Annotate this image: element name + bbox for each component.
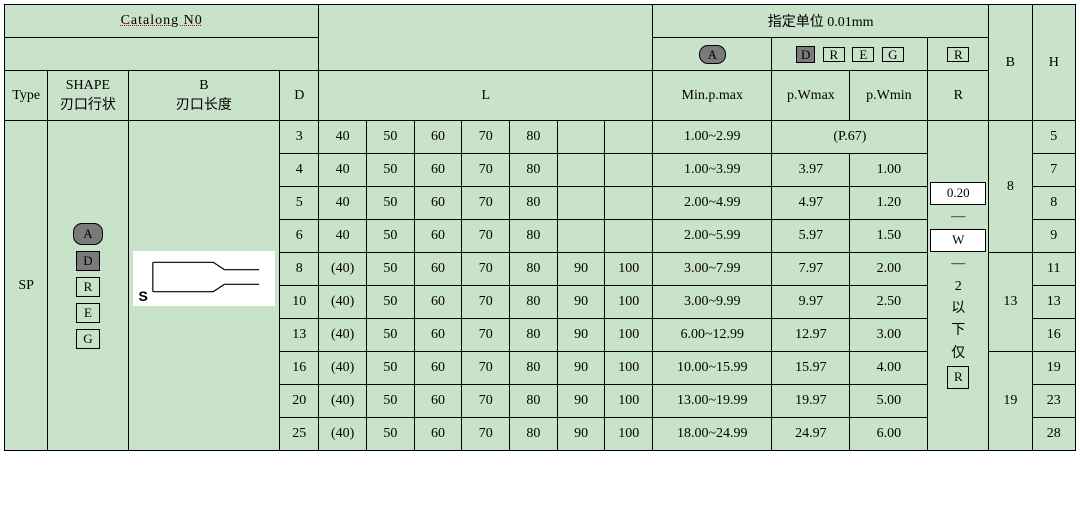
shape-tag-r-icon: R: [76, 277, 100, 297]
shape-cell: A D R E G: [48, 121, 128, 451]
cell-l: 60: [414, 121, 462, 154]
cell-h: 5: [1032, 121, 1076, 154]
cell-l: 80: [510, 121, 558, 154]
cell-l: 70: [462, 121, 510, 154]
b-val-1: 8: [989, 121, 1032, 253]
blank-l-top: [319, 5, 653, 71]
col-blen: B刃口长度: [128, 71, 280, 121]
header-tag-r: R: [928, 38, 989, 71]
unit-label: 指定单位 0.01mm: [653, 5, 989, 38]
col-b: B: [989, 5, 1032, 121]
tool-outline-icon: [151, 253, 261, 301]
cell-l: [557, 121, 605, 154]
p67-cell: (P.67): [772, 121, 928, 154]
cell-l: 50: [367, 121, 415, 154]
type-cell: SP: [5, 121, 48, 451]
header-tag-a: A: [653, 38, 772, 71]
spacer-left: [5, 38, 319, 71]
col-r: R: [928, 71, 989, 121]
b-val-3: 19: [989, 352, 1032, 451]
cell-d: 4: [280, 154, 319, 187]
shape-tag-a-icon: A: [73, 223, 103, 245]
shape-tag-d-icon: D: [76, 251, 100, 271]
catalong-title: Catalong N0: [5, 5, 319, 38]
shape-tag-e-icon: E: [76, 303, 100, 323]
col-pwmax: p.Wmax: [772, 71, 850, 121]
tool-label: S: [139, 288, 148, 304]
b-val-2: 13: [989, 253, 1032, 352]
col-type: Type: [5, 71, 48, 121]
shape-tag-g-icon: G: [76, 329, 100, 349]
cell-l: [605, 121, 653, 154]
col-l: L: [319, 71, 653, 121]
col-minpmax: Min.p.max: [653, 71, 772, 121]
tool-diagram-cell: S: [128, 121, 280, 451]
col-d: D: [280, 71, 319, 121]
col-h: H: [1032, 5, 1076, 121]
cell-l: 40: [319, 121, 367, 154]
col-pwmin: p.Wmin: [850, 71, 928, 121]
r-column: 0.20 — W — 2 以 下 仅 R: [928, 121, 989, 451]
spec-table: Catalong N0 指定单位 0.01mm B H A D R E G R …: [4, 4, 1076, 451]
cell-min: 1.00~2.99: [653, 121, 772, 154]
col-shape: SHAPE刃口行状: [48, 71, 128, 121]
header-tag-dreg: D R E G: [772, 38, 928, 71]
cell-d: 3: [280, 121, 319, 154]
